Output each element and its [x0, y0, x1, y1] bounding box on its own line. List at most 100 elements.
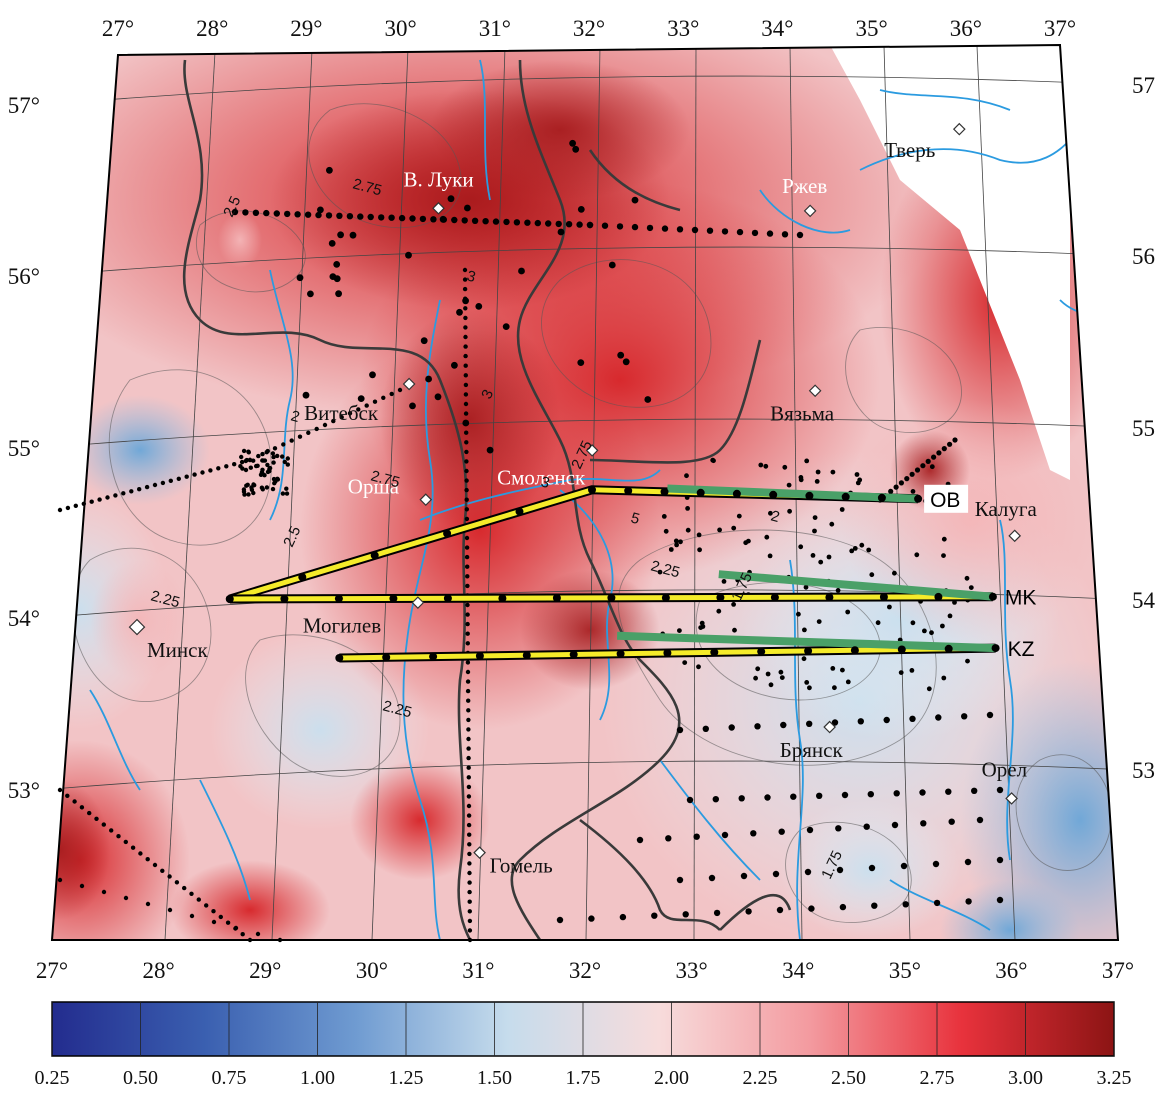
- survey-point: [738, 795, 745, 802]
- survey-point: [810, 553, 816, 558]
- longitude-label-bottom: 27°: [36, 958, 68, 983]
- survey-point: [87, 810, 92, 816]
- survey-point: [425, 375, 432, 383]
- survey-point: [248, 465, 253, 470]
- survey-point: [572, 145, 580, 153]
- survey-point: [466, 736, 471, 742]
- survey-point: [678, 539, 683, 545]
- survey-point: [764, 794, 771, 801]
- profile-anomalous-segment: [718, 570, 994, 601]
- survey-point: [765, 671, 771, 677]
- city-marker-icon: [432, 201, 445, 215]
- survey-point: [936, 450, 942, 456]
- profile-point: [879, 593, 888, 601]
- profile-label-box: [924, 484, 969, 513]
- survey-point: [378, 214, 385, 221]
- survey-point: [113, 493, 118, 498]
- survey-point: [289, 438, 294, 443]
- survey-point: [466, 765, 471, 770]
- survey-point: [711, 458, 716, 464]
- latitude-label-right: 57°: [1132, 73, 1156, 98]
- survey-point: [577, 359, 585, 366]
- survey-point: [465, 612, 470, 617]
- survey-point: [631, 223, 639, 231]
- profile-point: [944, 644, 953, 653]
- survey-point: [465, 621, 470, 627]
- survey-point: [123, 839, 128, 845]
- survey-point: [806, 826, 814, 834]
- longitude-label-top: 34°: [761, 16, 793, 41]
- profile-point: [522, 651, 531, 660]
- longitude-label-top: 33°: [667, 16, 699, 41]
- survey-point: [534, 219, 541, 227]
- survey-point: [65, 793, 70, 798]
- survey-point: [755, 666, 761, 672]
- survey-point: [284, 491, 290, 496]
- profile-point: [569, 650, 578, 659]
- survey-point: [932, 860, 940, 868]
- survey-point: [273, 479, 278, 484]
- survey-point: [920, 820, 927, 827]
- survey-point: [451, 216, 458, 224]
- city-marker-icon: [808, 384, 822, 398]
- survey-point: [920, 463, 926, 469]
- survey-point: [463, 334, 468, 340]
- survey-point: [306, 430, 311, 435]
- survey-point: [189, 891, 194, 896]
- survey-point: [467, 880, 472, 885]
- longitude-label-top: 30°: [384, 16, 416, 41]
- survey-point: [859, 542, 865, 548]
- survey-point: [388, 214, 395, 221]
- colorbar-tick-label: 2.75: [920, 1067, 955, 1089]
- survey-point: [657, 569, 663, 575]
- survey-point: [836, 866, 844, 874]
- city-label: В. Луки: [404, 167, 474, 191]
- longitude-label-bottom: 29°: [249, 958, 281, 983]
- longitude-label-top: 37°: [1044, 16, 1076, 41]
- survey-point: [922, 628, 927, 634]
- survey-point: [464, 468, 469, 474]
- survey-point: [97, 497, 102, 502]
- survey-point: [369, 371, 376, 379]
- survey-point: [256, 453, 261, 459]
- survey-point: [839, 903, 847, 911]
- survey-point: [463, 353, 468, 359]
- survey-point: [73, 503, 79, 508]
- survey-point: [349, 231, 357, 239]
- survey-point: [668, 547, 674, 552]
- survey-point: [636, 836, 644, 844]
- colorbar-tick-label: 1.75: [566, 1067, 601, 1089]
- survey-point: [576, 221, 583, 228]
- survey-point: [661, 514, 667, 519]
- colorbar-ticks: 0.25 0.50 0.75 1.00 1.25 1.50 1.75 2.00 2.25 2.50…: [35, 1002, 1132, 1089]
- survey-point: [708, 874, 716, 882]
- survey-point: [463, 363, 468, 368]
- city-label: Орел: [982, 758, 1027, 782]
- survey-point: [419, 215, 427, 223]
- survey-point: [192, 472, 197, 477]
- city-label: Тверь: [884, 138, 935, 162]
- survey-point: [867, 791, 874, 798]
- survey-point: [463, 373, 468, 378]
- profile-point: [389, 594, 398, 603]
- survey-point: [804, 680, 810, 685]
- profile-label: MK: [1005, 587, 1037, 610]
- survey-point: [952, 437, 958, 443]
- survey-point: [933, 899, 941, 907]
- contour-label: 2.25: [381, 697, 414, 721]
- survey-point: [764, 534, 770, 540]
- survey-point: [123, 895, 129, 901]
- survey-point: [464, 497, 469, 502]
- survey-point: [798, 477, 804, 483]
- survey-point: [260, 487, 265, 492]
- survey-point: [786, 482, 792, 488]
- survey-point: [463, 325, 468, 330]
- survey-point: [852, 546, 858, 551]
- survey-point: [996, 786, 1004, 794]
- survey-point: [778, 828, 785, 835]
- profile-point: [661, 593, 670, 602]
- survey-point: [397, 387, 403, 393]
- survey-point: [357, 395, 365, 402]
- survey-point: [243, 467, 249, 473]
- survey-point: [72, 799, 77, 804]
